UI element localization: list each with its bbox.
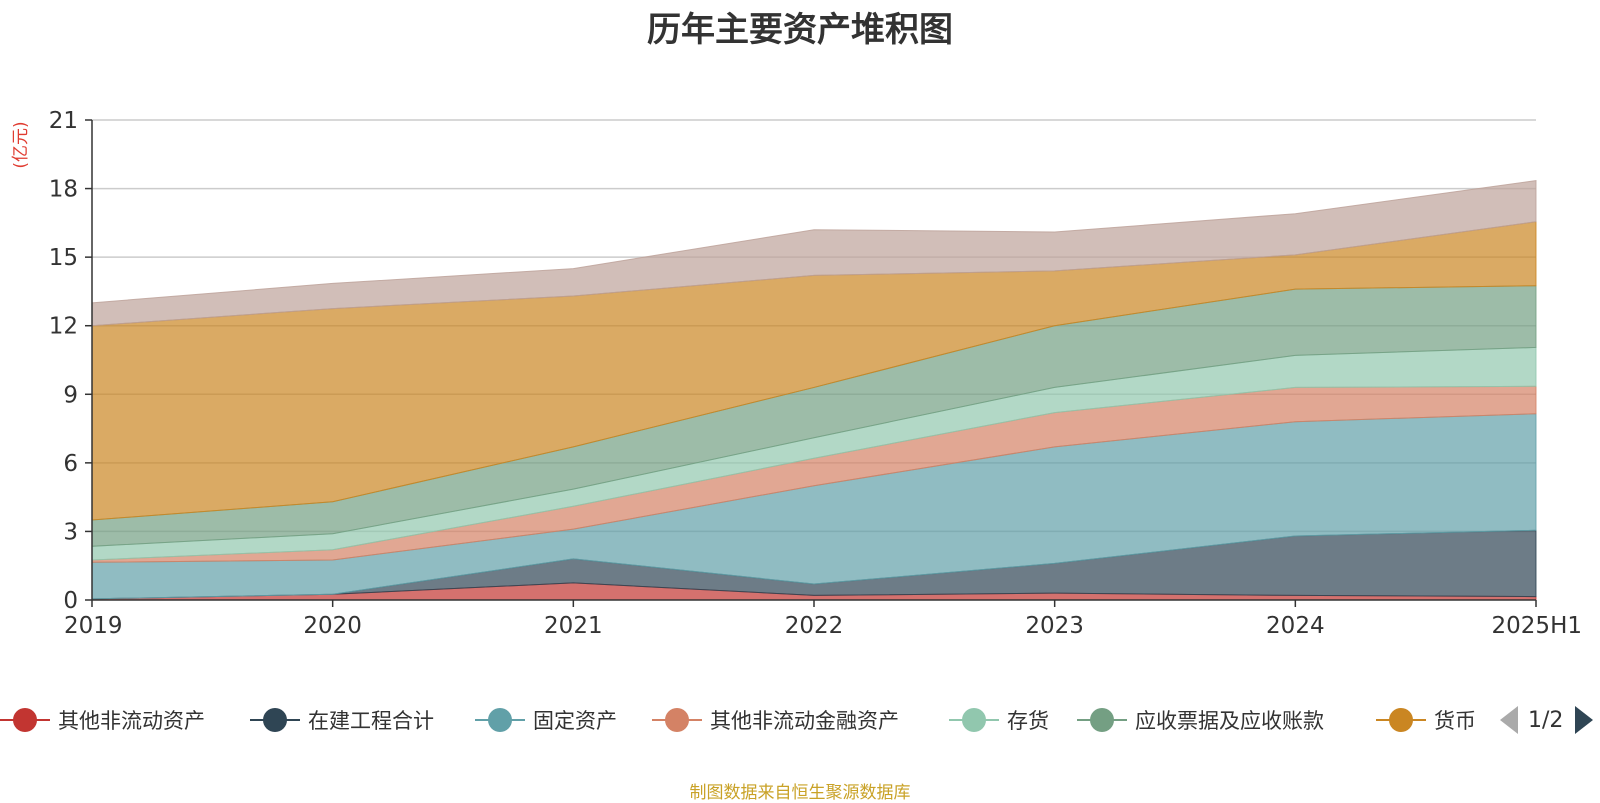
legend-marker-icon <box>0 708 50 732</box>
legend-item[interactable]: 在建工程合计 <box>250 702 434 738</box>
y-tick-label: 9 <box>63 382 78 408</box>
x-tick-label: 2023 <box>1025 613 1084 639</box>
area-series-group <box>91 179 1537 601</box>
legend-label: 货币 <box>1434 709 1476 733</box>
x-tick-label: 2019 <box>64 613 123 639</box>
y-tick-label: 3 <box>63 519 78 545</box>
y-tick-label: 12 <box>49 314 78 340</box>
legend-item[interactable]: 固定资产 <box>475 702 617 738</box>
legend-marker-icon <box>1077 708 1127 732</box>
legend-item[interactable]: 其他非流动金融资产 <box>652 702 899 738</box>
y-tick-label: 18 <box>49 177 78 203</box>
legend-page-indicator: 1/2 <box>1528 707 1564 733</box>
x-tick-label: 2024 <box>1266 613 1325 639</box>
y-tick-label: 21 <box>49 108 78 134</box>
legend-pager: 1/2 <box>1500 702 1594 738</box>
legend-label: 在建工程合计 <box>308 709 434 733</box>
chart-title: 历年主要资产堆积图 <box>647 10 953 50</box>
area-series-7[interactable] <box>91 179 1537 327</box>
legend-marker-icon <box>475 708 525 732</box>
legend-item[interactable]: 存货 <box>949 702 1049 738</box>
legend-label: 其他非流动资产 <box>58 709 205 733</box>
legend-label: 固定资产 <box>533 709 617 733</box>
legend-marker-icon <box>949 708 999 732</box>
y-tick-label: 6 <box>63 451 78 477</box>
legend-item[interactable]: 货币 <box>1376 702 1476 738</box>
legend-label: 存货 <box>1007 709 1049 733</box>
legend: 其他非流动资产 在建工程合计 固定资产 其他非流动金融资产 存货 应收票据及应收账款 货币 … <box>0 702 1600 738</box>
legend-marker-icon <box>250 708 300 732</box>
y-tick-labels: 0 3 6 9 12 15 18 21 <box>49 108 92 614</box>
x-tick-label: 2025H1 <box>1492 613 1582 639</box>
legend-prev-page-icon[interactable] <box>1500 706 1518 734</box>
x-tick-labels: 2019 2020 2021 2022 2023 2024 2025H1 <box>64 600 1582 639</box>
legend-next-page-icon[interactable] <box>1575 706 1594 734</box>
legend-label: 应收票据及应收账款 <box>1135 709 1324 733</box>
data-source-note: 制图数据来自恒生聚源数据库 <box>689 783 911 803</box>
x-tick-label: 2021 <box>544 613 603 639</box>
y-tick-label: 15 <box>49 245 78 271</box>
legend-marker-icon <box>652 708 702 732</box>
legend-item[interactable]: 应收票据及应收账款 <box>1077 702 1324 738</box>
y-axis-label: (亿元) <box>11 121 31 168</box>
y-tick-label: 0 <box>63 588 78 614</box>
stacked-area-chart: 0 3 6 9 12 15 18 21 2019 2020 2021 2022 2023 2024 202… <box>11 108 1582 639</box>
legend-marker-icon <box>1376 708 1426 732</box>
legend-label: 其他非流动金融资产 <box>710 709 899 733</box>
x-tick-label: 2020 <box>303 613 362 639</box>
legend-item[interactable]: 其他非流动资产 <box>0 702 205 738</box>
x-tick-label: 2022 <box>785 613 844 639</box>
